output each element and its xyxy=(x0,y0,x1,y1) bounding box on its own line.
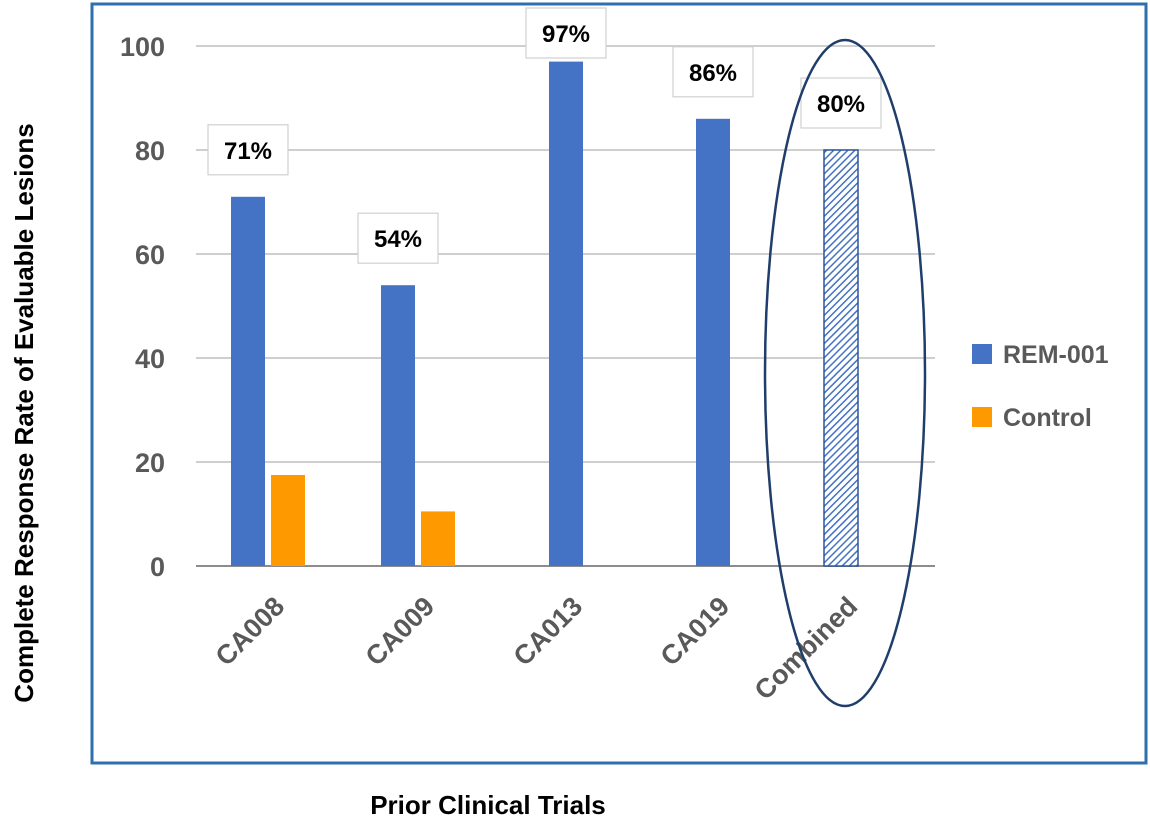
legend-item-rem-001: REM-001 xyxy=(972,341,1109,369)
legend-label: Control xyxy=(1003,404,1092,432)
bar-rem-001-ca008 xyxy=(231,196,265,567)
bar-rem-001-ca013 xyxy=(549,61,583,566)
gridlines xyxy=(196,45,935,567)
legend-swatch xyxy=(972,344,992,364)
y-tick-label: 40 xyxy=(135,344,165,374)
x-axis-ticks: CA008 CA009 CA013 CA019 Combined xyxy=(210,591,864,706)
y-tick-label: 80 xyxy=(135,136,165,166)
plot-frame xyxy=(90,2,1148,765)
bar-rem-001-ca019 xyxy=(696,118,730,567)
data-label: 86% xyxy=(689,60,737,87)
x-tick-label-ca013: CA013 xyxy=(508,591,589,672)
bar-control-ca009 xyxy=(421,511,455,566)
legend-item-control: Control xyxy=(972,404,1092,432)
data-label-box xyxy=(672,46,754,98)
x-tick-label-ca009: CA009 xyxy=(360,591,441,672)
legend-label: REM-001 xyxy=(1003,341,1109,369)
data-label-box xyxy=(800,77,882,129)
y-tick-label: 100 xyxy=(120,32,165,62)
data-label: 80% xyxy=(817,91,865,118)
y-tick-label: 60 xyxy=(135,240,165,270)
data-label: 97% xyxy=(542,21,590,48)
legend: REM-001 Control xyxy=(972,341,1109,432)
bar-rem-001-ca009 xyxy=(381,285,415,566)
data-label-box xyxy=(357,212,439,264)
bar-rem-001-combined xyxy=(823,149,859,567)
data-label: 71% xyxy=(224,138,272,165)
data-label-box xyxy=(525,7,607,59)
y-tick-label: 0 xyxy=(150,552,165,582)
data-label-box xyxy=(207,124,289,176)
highlight-ellipse xyxy=(763,38,927,708)
legend-swatch xyxy=(972,407,992,427)
y-axis-label: Complete Response Rate of Evaluable Lesi… xyxy=(9,123,39,702)
annotations xyxy=(763,38,927,708)
x-tick-label-ca008: CA008 xyxy=(210,591,291,672)
y-tick-label: 20 xyxy=(135,448,165,478)
data-labels: 71% 54% 97% 86% 80% xyxy=(207,7,882,264)
x-tick-label-ca019: CA019 xyxy=(655,591,736,672)
y-axis-ticks: 0 20 40 60 80 100 xyxy=(120,32,165,582)
bar-control-ca008 xyxy=(271,475,305,566)
bars xyxy=(231,61,859,567)
data-label: 54% xyxy=(374,226,422,253)
x-axis-label: Prior Clinical Trials xyxy=(370,790,606,820)
x-tick-label-combined: Combined xyxy=(749,591,864,706)
